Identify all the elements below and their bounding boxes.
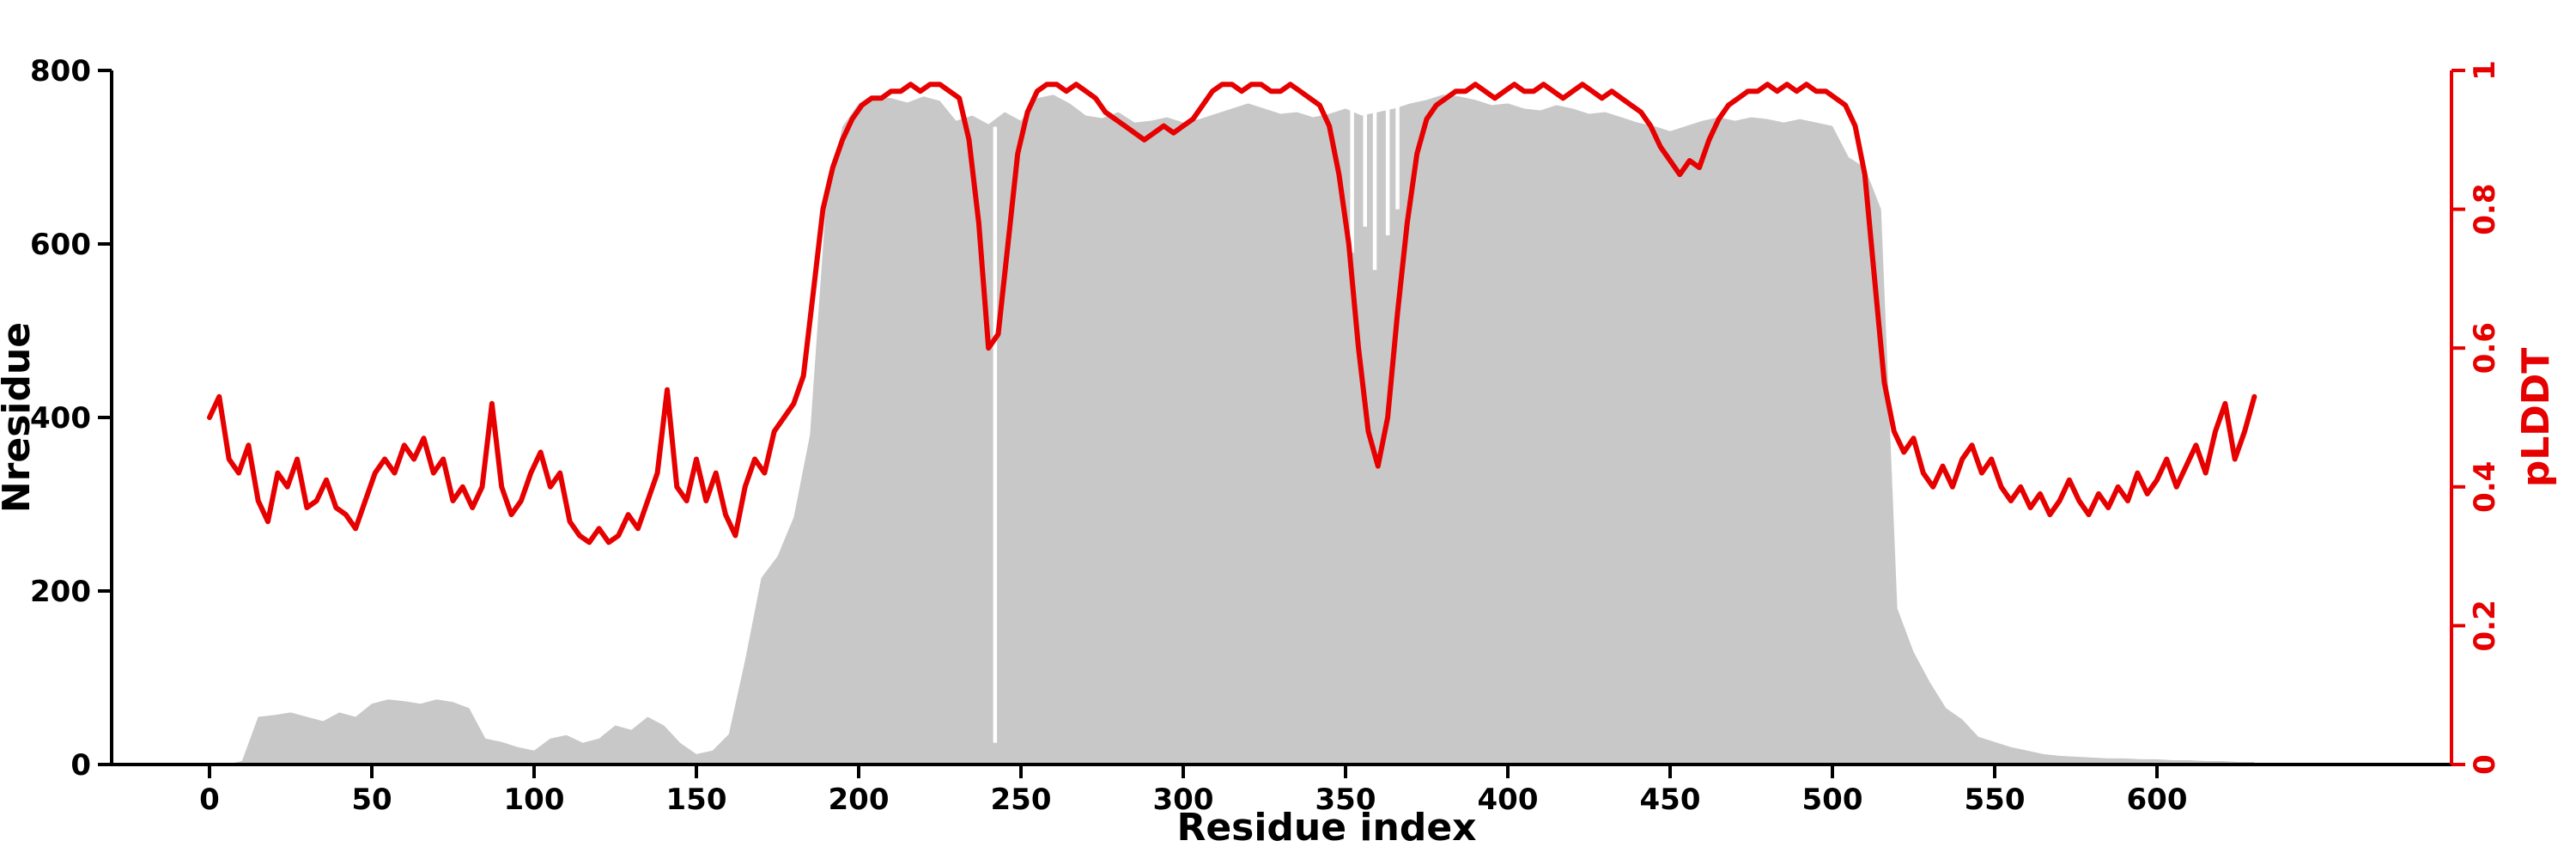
x-tick-label: 500 [1802, 783, 1863, 817]
y-left-tick-label: 800 [30, 54, 91, 88]
x-tick-label: 350 [1315, 783, 1376, 817]
y-right-tick-label: 0 [2468, 754, 2502, 775]
y-right-tick-label: 0.2 [2468, 600, 2502, 651]
x-axis-title: Residue index [1176, 806, 1476, 850]
y-left-tick-label: 0 [70, 748, 91, 783]
x-tick-label: 150 [666, 783, 727, 817]
y-right-tick-label: 0.8 [2468, 183, 2502, 235]
area-gap [1350, 98, 1354, 253]
x-tick-label: 450 [1640, 783, 1701, 817]
x-tick-label: 0 [199, 783, 220, 817]
x-tick-label: 300 [1153, 783, 1214, 817]
area-gap [1363, 100, 1367, 227]
y-left-tick-label: 600 [30, 228, 91, 262]
y-right-tick-label: 0.6 [2468, 322, 2502, 374]
y-right-tick-label: 0.4 [2468, 461, 2502, 513]
plot-series [207, 82, 2257, 765]
y-left-tick-label: 400 [30, 401, 91, 436]
area-gap [1372, 98, 1377, 271]
x-tick-label: 400 [1478, 783, 1539, 817]
x-axis: 0 50 100 150 200 250 300 350 400 450 500 550 600 [110, 763, 2453, 817]
area-gap [993, 126, 998, 743]
x-tick-label: 200 [829, 783, 890, 817]
area-gap [1385, 101, 1390, 235]
plot-axes: 0 50 100 150 200 250 300 350 400 450 500 550 600 0 200… [30, 54, 2502, 817]
x-tick-label: 600 [2127, 783, 2188, 817]
y-left-axis: 0 200 400 600 800 [30, 54, 113, 783]
area-gap [1395, 103, 1400, 210]
y-right-tick-label: 1 [2468, 60, 2502, 81]
y-left-axis-title: Nresidue [0, 322, 39, 513]
plddt-line-series [207, 82, 2257, 545]
y-right-axis-title: pLDDT [2514, 348, 2558, 488]
x-tick-label: 100 [504, 783, 565, 817]
x-tick-label: 250 [991, 783, 1052, 817]
x-tick-label: 50 [351, 783, 392, 817]
y-right-axis: 0 0.2 0.4 0.6 0.8 1 [2450, 60, 2502, 775]
nresidue-area-series [210, 94, 2255, 765]
x-tick-label: 550 [1965, 783, 2026, 817]
y-left-tick-label: 200 [30, 575, 91, 609]
